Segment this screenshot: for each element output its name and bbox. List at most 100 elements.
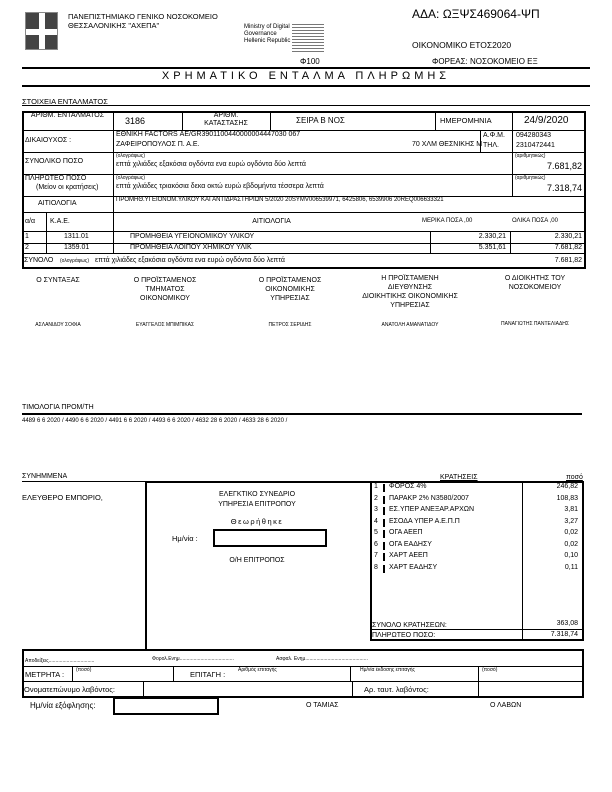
col-kae: Κ.Α.Ε. <box>50 218 70 225</box>
divider <box>22 105 590 106</box>
sum-amount: 7.681,82 <box>554 257 582 264</box>
row-kae: 1359.01 <box>64 244 90 251</box>
row-partial: 2.330,21 <box>478 233 506 240</box>
deductions-total-label: ΣΥΝΟΛΟ ΚΡΑΤΗΣΕΩΝ: <box>372 622 447 629</box>
approved-label: Θεωρήθηκε <box>230 517 284 526</box>
final-payable: 7.318,74 <box>550 631 578 638</box>
hospital-logo <box>25 12 58 50</box>
row-partial: 5.351,61 <box>478 244 506 251</box>
signature-director: Η ΠΡΟΪΣΤΑΜΕΝΗ ΔΙΕΥΘΥΝΣΗΣ ΔΙΟΙΚΗΤΙΚΗΣ ΟΙΚΟΝ… <box>362 275 458 309</box>
divider <box>22 67 590 69</box>
sum-words-label: (ολογράφως) <box>60 258 90 264</box>
row-aa: 2 <box>25 244 29 251</box>
document-title: ΧΡΗΜΑΤΙΚΟ ΕΝΤΑΛΜΑ ΠΛΗΡΩΜΗΣ <box>161 70 451 82</box>
amount-header: ποσό <box>566 474 583 481</box>
deduction-number: 8 <box>374 563 378 571</box>
signer-name: ΠΑΝΑΓΙΩΤΗΣ ΠΑΝΤΕΛΙΑΔΗΣ <box>501 321 569 327</box>
signer-name: ΠΕΤΡΟΣ ΣΕΡΙΔΗΣ <box>268 322 312 328</box>
audit-date-label: Ημ/νία : <box>172 534 198 543</box>
org-name-2: ΘΕΣΣΑΛΟΝΙΚΗΣ "ΑΧΕΠΑ" <box>68 21 160 30</box>
fiscal-year: ΟΙΚΟΝΟΜΙΚΟ ΕΤΟΣ2020 <box>412 40 512 50</box>
deduction-amount: 0,02 <box>564 540 578 548</box>
order-table <box>22 111 586 269</box>
order-number: 3186 <box>125 116 146 126</box>
receiver-name-label: Ονοματεπώνυμο λαβόντος: <box>24 685 116 694</box>
deduction-bar <box>383 553 385 561</box>
deduction-name: ΠΑΡΑΚΡ 2% Ν3580/2007 <box>389 494 469 502</box>
deductions-title: ΚΡΑΤΗΣΕΙΣ <box>440 474 478 481</box>
beneficiary-line2: ΖΑΦΕΙΡΟΠΟΥΛΟΣ Π. Α.Ε. <box>116 141 200 148</box>
deduction-amount: 0,02 <box>564 529 578 536</box>
words-label: (ολογράφως) <box>116 175 146 181</box>
deduction-name: ΧΑΡΤ ΕΑΔΗΣΥ <box>389 563 438 571</box>
col-total: ΟΛΙΚΑ ΠΟΣΑ ,00 <box>512 218 558 224</box>
deduction-number: 1 <box>374 483 378 490</box>
deduction-bar <box>383 564 385 573</box>
row-aa: 1 <box>25 233 29 240</box>
cash-amount-label: (ποσό) <box>76 667 92 673</box>
words-label: (ολογράφως) <box>116 153 146 159</box>
deduction-amount: 0,11 <box>564 563 578 571</box>
digital-signature-block <box>292 22 324 52</box>
signature-composer: Ο ΣΥΝΤΑΞΑΣ <box>36 277 80 284</box>
receiver-sign-label: Ο ΛΑΒΩΝ <box>490 702 522 709</box>
cheque-amount-label: (ποσό) <box>482 667 498 673</box>
signer-name: ΑΝΑΤΟΛΗ ΑΜΑΝΑΤΙΔΟΥ <box>381 322 439 328</box>
afm-label: Α.Φ.Μ. <box>483 132 505 139</box>
tel-label: ΤΗΛ. <box>483 142 499 149</box>
payable-amount: 7.318,74 <box>546 183 582 193</box>
beneficiary-line1: ΕΘΝΙΚΗ FACTORS ΑΕ/GR39011004400000044470… <box>116 131 301 138</box>
deduction-number: 6 <box>374 540 378 548</box>
status-number-label: ΑΡΙΘΜ. ΚΑΤΑΣΤΑΣΗΣ <box>204 112 248 127</box>
divider <box>22 85 590 87</box>
deduction-bar <box>383 541 385 550</box>
attachments-title: ΣΥΝΗΜΜΕΝΑ <box>22 473 68 480</box>
deduction-number: 4 <box>374 517 378 525</box>
total-amount: 7.681,82 <box>546 161 582 171</box>
receiver-id-label: Αρ. ταυτ. λαβόντος: <box>364 685 429 694</box>
signature-governor: Ο ΔΙΟΙΚΗΤΗΣ ΤΟΥ ΝΟΣΟΚΟΜΕΙΟΥ <box>504 275 566 291</box>
phi-code: Φ100 <box>300 57 320 66</box>
payable-words: επτά χιλιάδες τριακόσια δεκα οκτώ ευρώ ε… <box>116 183 324 190</box>
cheque-label: ΕΠΙΤΑΓΗ : <box>190 670 226 679</box>
order-number-label: ΑΡΙΘΜ. ΕΝΤΑΛΜΑΤΟΣ <box>30 112 105 119</box>
ministry-line: Hellenic Republic <box>244 38 291 44</box>
receipts-field: Αποδείξεις..............................… <box>25 658 95 664</box>
deduction-name: ΕΣΟΔΑ ΥΠΕΡ Α.Ε.Π.Π <box>389 517 460 525</box>
audit-date-field[interactable] <box>213 529 327 547</box>
payable-sub-label: (Μείον οι κρατήσεις) <box>36 184 99 191</box>
row-kae: 1311.01 <box>64 233 89 240</box>
deduction-amount: 3,81 <box>564 506 578 513</box>
section-title: ΣΤΟΙΧΕΙΑ ΕΝΤΑΛΜΑΤΟΣ <box>22 97 108 106</box>
cheque-number-label: Αριθμός επιταγής <box>238 667 277 673</box>
deduction-bar <box>383 484 385 492</box>
payment-box <box>22 649 584 698</box>
deduction-name: ΦΟΡΟΣ 4% <box>389 483 427 490</box>
invoices-list: 4489 6 6 2020 / 4490 6 6 2020 / 4491 6 6… <box>22 418 288 424</box>
digits-label: (αριθμητικώς) <box>515 175 546 181</box>
pay-date-field[interactable] <box>113 697 219 715</box>
sum-words: επτά χιλιάδες εξακόσια ογδόντα ενα ευρώ … <box>95 257 285 264</box>
reason-text: ΠΡΟΜΗΘ.ΥΓΕΙΟΝΟΜ.ΥΛΙΚΟΥ ΚΑΙ ΑΝΤΙΔΡΑΣΤΗΡΙΩ… <box>116 197 444 203</box>
cheque-date-label: Ημ/νία έκδοσης επιταγής <box>360 667 415 673</box>
series: ΣΕΙΡΑ Β ΝΟΣ <box>296 116 345 125</box>
cash-label: ΜΕΤΡΗΤΑ : <box>25 670 65 679</box>
invoices-title: ΤΙΜΟΛΟΓΙΑ ΠΡΟΜ/ΤΗ <box>22 404 94 411</box>
row-total: 2.330,21 <box>554 233 582 240</box>
commissioner-label: Ο/Η ΕΠΙΤΡΟΠΟΣ <box>229 557 285 564</box>
deduction-bar <box>383 495 385 504</box>
cashier-label: Ο ΤΑΜΙΑΣ <box>306 702 339 709</box>
col-reason: ΑΙΤΙΟΛΟΓΙΑ <box>252 218 291 225</box>
col-aa: α/α <box>25 218 36 225</box>
signer-name: ΕΥΑΓΓΕΛΟΣ ΜΠΙΜΠΙΚΑΣ <box>135 322 195 328</box>
audit-header: ΕΛΕΓΚΤΙΚΟ ΣΥΝΕΔΡΙΟ ΥΠΗΡΕΣΙΑ ΕΠΙΤΡΟΠΟΥ <box>218 491 296 508</box>
beneficiary-address: 70 ΧΛΜ ΘΕΣΝΙΚΗΣ Μ <box>412 141 483 148</box>
foreas: ΦΟΡΕΑΣ: ΝΟΣΟΚΟΜΕΙΟ ΕΞ <box>432 57 538 66</box>
signature-finance-head: Ο ΠΡΟΪΣΤΑΜΕΝΟΣ ΟΙΚΟΝΟΜΙΚΗΣ ΥΠΗΡΕΣΙΑΣ <box>258 277 322 302</box>
total-words: επτά χιλιάδες εξακόσια ογδόντα ενα ευρώ … <box>116 161 306 168</box>
deduction-bar <box>383 530 385 538</box>
sum-label: ΣΥΝΟΛΟ <box>24 257 54 264</box>
ministry-stamp: Ministry of Digital Governance Hellenic … <box>244 24 290 45</box>
order-date: 24/9/2020 <box>524 115 569 126</box>
signer-name: ΑΣΛΑΝΙΔΟΥ ΣΟΦΙΑ <box>35 322 81 328</box>
